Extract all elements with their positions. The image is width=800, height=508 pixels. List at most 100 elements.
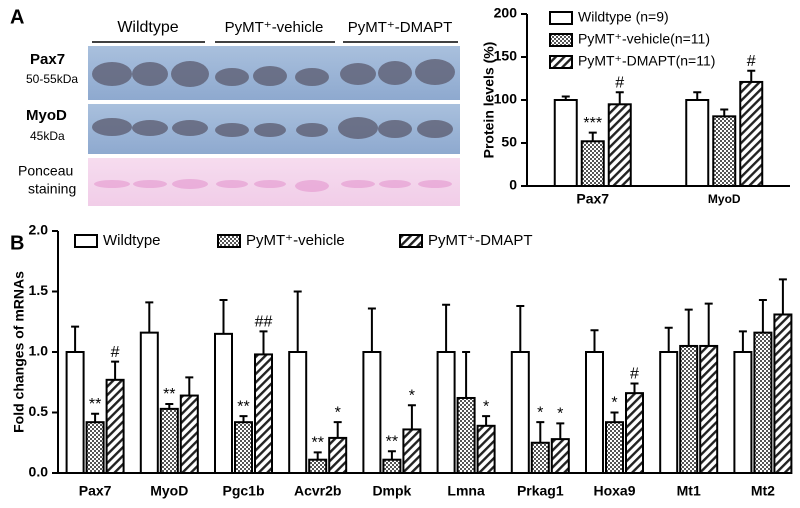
error-bar: [664, 326, 673, 352]
bar: [679, 344, 699, 475]
error-bar: [684, 308, 693, 346]
x-tick-label: Hoxa9: [593, 483, 635, 499]
error-bar: [610, 411, 619, 423]
significance-label: *: [611, 395, 617, 412]
bar: [288, 351, 308, 474]
significance-label: ##: [255, 314, 273, 331]
error-bar: [367, 307, 376, 352]
blot-image: [88, 46, 460, 206]
bar: [625, 392, 644, 475]
significance-label: *: [335, 404, 341, 421]
significance-label: *: [409, 387, 415, 404]
bar: [607, 103, 632, 187]
x-tick-label: Acvr2b: [294, 483, 341, 499]
bar: [179, 394, 199, 474]
x-tick-label: Mt2: [751, 483, 775, 499]
y-tick-label: 0.5: [29, 403, 49, 419]
error-bar: [693, 91, 702, 100]
error-bar: [111, 360, 120, 380]
significance-label: *: [537, 404, 543, 421]
y-tick-label: 1.0: [29, 343, 49, 359]
x-tick-label: Pax7: [79, 483, 112, 499]
bar: [530, 441, 550, 474]
bar: [139, 331, 159, 475]
significance-label: **: [89, 396, 101, 413]
x-tick-label: Pax7: [576, 191, 609, 207]
panel-label: A: [10, 6, 24, 28]
y-tick-label: 50: [501, 134, 517, 150]
bar: [308, 458, 328, 475]
error-bar: [259, 330, 268, 355]
error-bar: [536, 421, 545, 443]
error-bar: [185, 376, 194, 396]
error-bar: [516, 305, 525, 352]
error-bar: [556, 422, 565, 440]
bar: [553, 99, 578, 187]
legend-label: PyMT⁺-vehicle(n=11): [578, 31, 710, 47]
bar: [585, 351, 604, 474]
error-bar: [482, 415, 491, 426]
error-bar: [561, 95, 570, 100]
blot-row-label: Ponceau: [18, 163, 73, 179]
y-axis-title: Protein levels (%): [481, 42, 497, 159]
error-bar: [442, 303, 451, 352]
bar: [65, 351, 85, 474]
error-bar: [720, 108, 729, 117]
error-bar: [165, 403, 174, 409]
y-tick-label: 0.0: [29, 464, 49, 480]
bar: [685, 99, 710, 187]
significance-label: #: [111, 344, 120, 361]
bar: [733, 351, 753, 474]
blot-row-size: 45kDa: [30, 129, 65, 143]
x-tick-label: Lmna: [447, 483, 485, 499]
legend-swatch: [217, 234, 241, 248]
x-tick-label: Dmpk: [372, 483, 411, 499]
significance-label: **: [386, 433, 398, 450]
bar: [159, 407, 179, 474]
error-bar: [407, 404, 416, 430]
legend-swatch: [549, 55, 573, 69]
error-bar: [333, 421, 342, 438]
bar: [214, 332, 233, 474]
significance-label: #: [630, 366, 639, 383]
legend-label: PyMT⁺-DMAPT: [428, 232, 533, 249]
error-bar: [630, 382, 639, 394]
lane-label: PyMT⁺-DMAPT: [348, 19, 453, 36]
error-bar: [738, 330, 747, 352]
bar: [476, 424, 496, 474]
error-bar: [387, 450, 396, 460]
bar: [510, 351, 530, 474]
x-tick-label: MyoD: [150, 483, 188, 499]
bar: [254, 353, 273, 475]
bar: [382, 458, 402, 475]
x-tick-label: Mt1: [677, 483, 701, 499]
error-bar: [778, 278, 787, 315]
blot-row-label: MyoD: [26, 107, 67, 124]
significance-label: **: [311, 435, 323, 452]
significance-label: **: [163, 386, 175, 403]
bar: [402, 428, 422, 475]
error-bar: [145, 301, 154, 333]
error-bar: [590, 329, 599, 352]
bar: [739, 80, 764, 187]
bar: [712, 115, 737, 187]
legend-label: Wildtype (n=9): [578, 9, 669, 25]
y-tick-label: 100: [494, 91, 518, 107]
bar: [550, 438, 570, 474]
bar: [659, 351, 679, 474]
lane-label: Wildtype: [117, 19, 178, 36]
panel-label: B: [10, 232, 24, 254]
bar: [328, 436, 348, 475]
legend-swatch: [74, 234, 98, 248]
error-bar: [747, 69, 756, 82]
bar: [85, 421, 105, 474]
y-axis-title: Fold changes of mRNAs: [11, 271, 27, 433]
error-bar: [91, 412, 100, 423]
legend-label: Wildtype: [103, 232, 161, 249]
x-tick-label: Pgc1b: [222, 483, 264, 499]
error-bar: [293, 290, 302, 352]
significance-label: #: [747, 53, 756, 70]
